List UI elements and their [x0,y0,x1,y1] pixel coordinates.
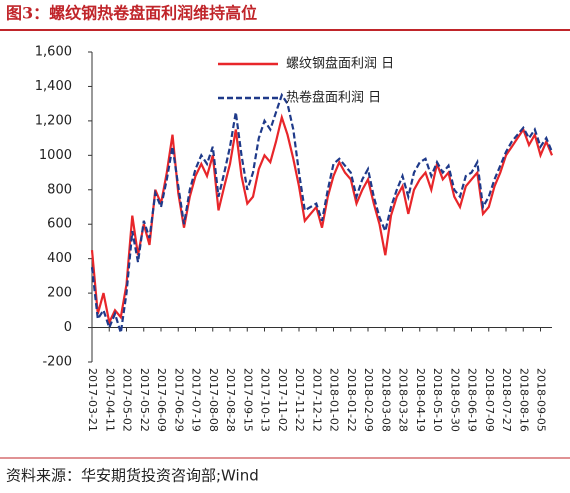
x-tick-label: 2017-08-08 [207,368,220,432]
x-tick-label: 2018-08-16 [517,368,530,432]
x-tick-label: 2017-05-02 [121,368,134,432]
y-tick-label: 1,400 [35,79,72,94]
x-tick-label: 2018-01-02 [328,368,341,432]
x-tick-label: 2017-09-15 [241,368,254,432]
y-tick-label: 1,600 [35,45,72,60]
x-tick-label: 2018-05-10 [431,368,444,432]
x-tick-label: 2018-02-09 [362,368,375,432]
line-series [90,92,554,334]
source: 资料来源：华安期货投资咨询部;Wind [6,467,259,485]
y-tick-label: 0 [64,320,72,335]
chart-title: 图3：螺纹钢热卷盘面利润维持高位 [6,4,257,23]
x-tick-label: 2017-06-09 [155,368,168,432]
y-tick-label: 600 [47,217,72,232]
x-tick-label: 2018-09-05 [535,368,548,432]
y-tick-label: -200 [42,355,72,370]
line-series [90,113,554,326]
x-tick-label: 2017-11-02 [276,368,289,432]
y-tick-label: 1000 [39,148,72,163]
x-tick-label: 2017-07-19 [190,368,203,432]
y-tick-label: 800 [47,182,72,197]
x-tick-label: 2017-03-21 [86,368,99,432]
x-tick-label: 2018-04-19 [414,368,427,432]
y-tick-label: 200 [47,286,72,301]
x-tick-label: 2018-03-08 [379,368,392,432]
y-tick-label: 400 [47,251,72,266]
x-tick-label: 2017-04-11 [103,368,116,432]
x-tick-label: 2018-07-27 [500,368,513,432]
legend-label: 螺纹钢盘面利润 日 [286,56,394,72]
x-tick-label: 2017-08-28 [224,368,237,432]
legend-label: 热卷盘面利润 日 [286,90,381,106]
x-tick-label: 2017-12-12 [310,368,323,432]
x-tick-label: 2017-05-22 [138,368,151,432]
x-tick-label: 2018-06-19 [466,368,479,432]
x-tick-label: 2018-07-09 [483,368,496,432]
x-tick-label: 2017-10-13 [259,368,272,432]
x-tick-label: 2018-05-30 [448,368,461,432]
x-tick-label: 2018-03-28 [397,368,410,432]
y-tick-label: 1,200 [35,113,72,128]
x-tick-label: 2017-11-22 [293,368,306,432]
x-tick-label: 2018-01-22 [345,368,358,432]
x-tick-label: 2017-06-29 [172,368,185,432]
